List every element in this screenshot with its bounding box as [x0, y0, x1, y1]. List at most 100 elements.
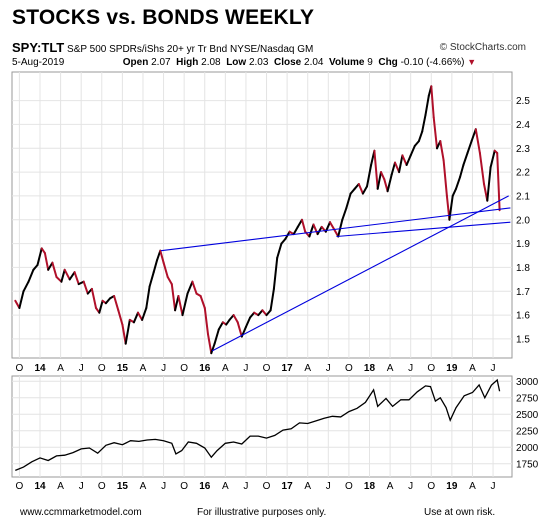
y-tick-label: 2.5: [516, 96, 530, 107]
symbol-header: SPY:TLT S&P 500 SPDRs/iShs 20+ yr Tr Bnd…: [12, 40, 532, 55]
ratio-segment: [386, 173, 393, 193]
x-tick-label: 19: [446, 363, 458, 374]
y-tick-label: 1.7: [516, 287, 530, 298]
symbol-description: S&P 500 SPDRs/iShs 20+ yr Tr Bnd NYSE/Na…: [67, 44, 314, 55]
ratio-segment: [489, 149, 496, 169]
ratio-segment: [244, 316, 252, 328]
ratio-segment: [357, 183, 364, 195]
ratio-segment: [341, 206, 348, 221]
ratio-segment: [132, 311, 139, 324]
x-tick-label: A: [57, 363, 64, 374]
y-tick-label: 2000: [516, 443, 539, 454]
ratio-segment: [442, 159, 448, 197]
ratio-segment: [451, 187, 457, 197]
y-tick-label: 1.9: [516, 239, 530, 250]
y-tick-label: 1.5: [516, 334, 530, 345]
ratio-segment: [265, 309, 272, 317]
y-tick-label: 2750: [516, 393, 539, 404]
open-value: 2.07: [151, 57, 171, 68]
trendline-1: [161, 207, 511, 252]
x-tick-label: J: [408, 481, 413, 492]
ratio-segment: [124, 318, 131, 345]
low-label: Low: [226, 57, 247, 68]
down-arrow-icon: ▼: [467, 57, 477, 67]
x-tick-label: J: [243, 363, 248, 374]
ratio-segment: [177, 295, 184, 317]
ratio-segment: [186, 280, 194, 295]
ratio-segment: [276, 242, 283, 259]
close-value: 2.04: [304, 57, 324, 68]
ratio-segment: [60, 268, 66, 283]
ratio-segment: [430, 85, 435, 119]
footer-disclaimer: For illustrative purposes only.: [197, 507, 327, 518]
x-tick-label: 16: [199, 481, 211, 492]
ratio-segment: [439, 140, 445, 162]
symbol-label: SPY:TLT: [12, 40, 65, 55]
sp500-panel: 1750 2000 2250 2500 2750 3000 O 14 A J O 15 A J O 16 A J O…: [11, 375, 539, 492]
x-tick-label: 18: [364, 363, 376, 374]
ratio-segment: [366, 164, 373, 188]
volume-label: Volume: [329, 57, 365, 68]
ratio-segment: [316, 225, 323, 236]
ratio-segment: [166, 276, 173, 286]
ratio-segment: [22, 280, 30, 293]
ratio-segment: [257, 309, 264, 317]
y-tick-label: 2250: [516, 426, 539, 437]
ratio-segment: [269, 287, 275, 312]
ratio-segment: [148, 271, 155, 288]
sp500-line: [15, 378, 501, 472]
ratio-segment: [113, 295, 120, 312]
x-tick-label: O: [427, 481, 435, 492]
x-tick-label: J: [326, 481, 331, 492]
ratio-segment: [203, 307, 209, 336]
x-tick-label: A: [469, 481, 476, 492]
x-tick-label: 14: [34, 363, 46, 374]
ratio-segment: [51, 261, 58, 278]
ratio-segment: [373, 149, 379, 190]
low-value: 2.03: [248, 57, 269, 68]
ratio-segment: [349, 187, 356, 195]
x-tick-label: 18: [364, 481, 376, 492]
ratio-segment: [145, 285, 151, 309]
ratio-segment: [63, 268, 71, 281]
ratio-segment: [398, 154, 404, 174]
y-tick-label: 2.3: [516, 144, 530, 155]
ratio-segment: [424, 94, 430, 116]
high-label: High: [176, 57, 199, 68]
ratio-segment: [486, 166, 492, 202]
ratio-segment: [312, 223, 319, 236]
ratio-segment: [380, 171, 386, 181]
ratio-segment: [73, 271, 80, 286]
high-value: 2.08: [201, 57, 221, 68]
chart-title: STOCKS vs. BONDS WEEKLY: [12, 6, 315, 29]
x-tick-label: J: [79, 363, 84, 374]
x-tick-label: A: [387, 481, 394, 492]
volume-value: 9: [367, 57, 373, 68]
x-tick-label: A: [222, 363, 229, 374]
ratio-segment: [249, 311, 256, 319]
ratio-segment: [207, 333, 213, 355]
ratio-segment: [36, 247, 43, 266]
ratio-segment: [90, 287, 97, 309]
ratio-segment: [137, 311, 144, 321]
ratio-segment: [405, 154, 412, 166]
ratio-segment: [141, 307, 148, 321]
ratio-segment: [409, 144, 416, 157]
x-tick-label: O: [263, 481, 271, 492]
x-tick-label: J: [408, 363, 413, 374]
x-tick-label: A: [222, 481, 229, 492]
ratio-segment: [280, 237, 287, 245]
y-tick-label: 2.2: [516, 168, 530, 179]
ratio-segment: [466, 140, 473, 154]
ratio-segment: [478, 152, 485, 185]
ratio-segment: [18, 290, 25, 309]
y-tick-label: 1750: [516, 459, 539, 470]
x-tick-label: J: [491, 481, 496, 492]
y-tick-label: 2500: [516, 410, 539, 421]
ratio-segment: [181, 292, 189, 317]
quote-date: 5-Aug-2019: [12, 57, 65, 68]
ratio-segment: [159, 249, 165, 264]
ratio-segment: [68, 271, 76, 281]
ratio-segment: [121, 323, 127, 345]
chg-value: -0.10 (-4.66%): [400, 57, 465, 68]
